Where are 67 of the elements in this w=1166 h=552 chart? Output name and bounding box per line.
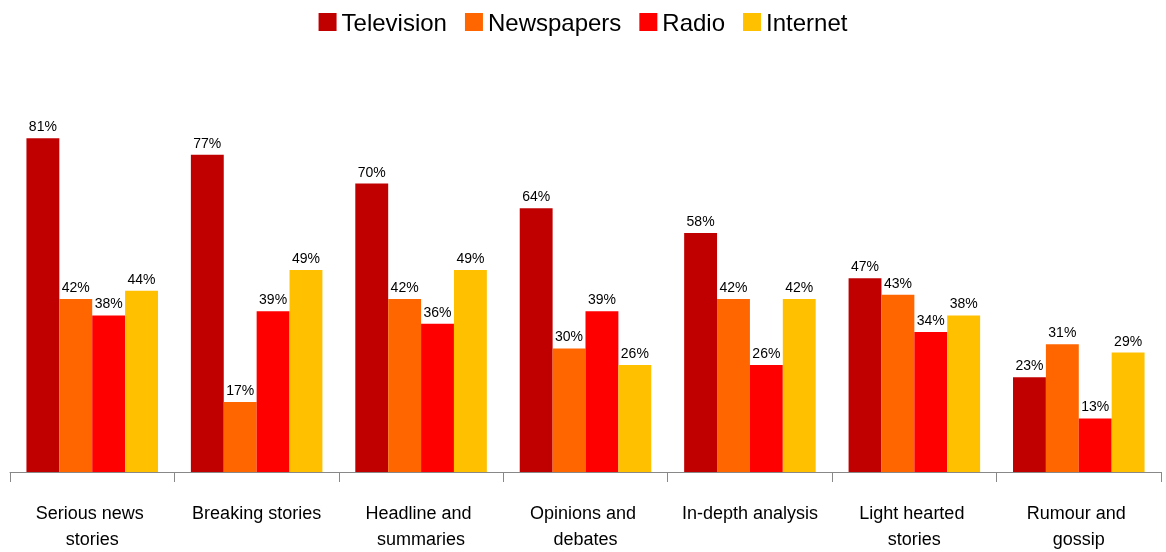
bar [552, 348, 586, 472]
bar [1111, 352, 1145, 472]
bar [585, 311, 619, 472]
data-label: 42% [390, 278, 419, 295]
bar [717, 298, 750, 472]
data-label: 23% [1015, 357, 1044, 374]
data-label: 42% [61, 278, 90, 295]
bar [749, 364, 783, 472]
bar [1078, 418, 1112, 472]
bar [421, 323, 454, 472]
data-label: 70% [357, 163, 386, 180]
data-label: 44% [127, 270, 156, 287]
bar [947, 315, 981, 472]
data-label: 47% [851, 258, 880, 275]
x-tick-label: In-depth analysis [681, 503, 818, 523]
data-label: 77% [193, 134, 222, 151]
x-tick-label: Headline and summaries [365, 503, 477, 549]
data-label: 26% [620, 344, 649, 361]
data-label: 29% [1114, 332, 1143, 349]
data-label: 42% [785, 278, 814, 295]
bar [190, 154, 224, 472]
data-label: 81% [28, 118, 57, 135]
legend-label: Internet [766, 8, 848, 36]
data-label: 39% [259, 291, 288, 308]
bar [59, 298, 93, 472]
bar [223, 401, 257, 472]
data-label: 49% [291, 250, 320, 267]
bar [26, 138, 60, 472]
bar [1045, 344, 1079, 472]
data-label: 39% [587, 291, 616, 308]
bar [848, 278, 882, 472]
data-label: 38% [94, 295, 123, 312]
bar [289, 270, 323, 472]
data-label: 58% [686, 213, 715, 230]
bar [519, 208, 553, 472]
bar [256, 311, 290, 472]
bar [92, 315, 126, 472]
bar [388, 298, 422, 472]
bar [125, 290, 158, 472]
bar [1013, 377, 1046, 472]
data-label: 13% [1081, 398, 1110, 415]
bar [782, 298, 816, 472]
bar [618, 364, 652, 472]
x-tick-label: Light hearted stories [859, 503, 970, 549]
data-label: 34% [916, 311, 945, 328]
bar [453, 270, 487, 472]
bar [684, 233, 718, 472]
data-label: 17% [226, 381, 255, 398]
x-tick-label: Rumour and gossip [1026, 503, 1131, 549]
bar [914, 331, 948, 472]
x-tick-label: Opinions and debates [529, 503, 642, 549]
bar [881, 294, 915, 472]
legend-label: Newspapers [487, 8, 622, 36]
data-label: 49% [456, 250, 485, 267]
data-label: 30% [555, 328, 584, 345]
data-label: 43% [883, 274, 912, 291]
data-label: 36% [423, 303, 452, 320]
legend-label: Television [341, 8, 447, 36]
data-label: 31% [1048, 324, 1077, 341]
data-label: 64% [522, 188, 551, 205]
legend-label: Radio [662, 8, 726, 36]
bar [355, 183, 389, 472]
data-label: 26% [752, 344, 781, 361]
data-label: 38% [949, 295, 978, 312]
x-tick-label: Serious news stories [35, 503, 149, 549]
x-tick-label: Breaking stories [192, 503, 322, 523]
data-label: 42% [719, 278, 748, 295]
